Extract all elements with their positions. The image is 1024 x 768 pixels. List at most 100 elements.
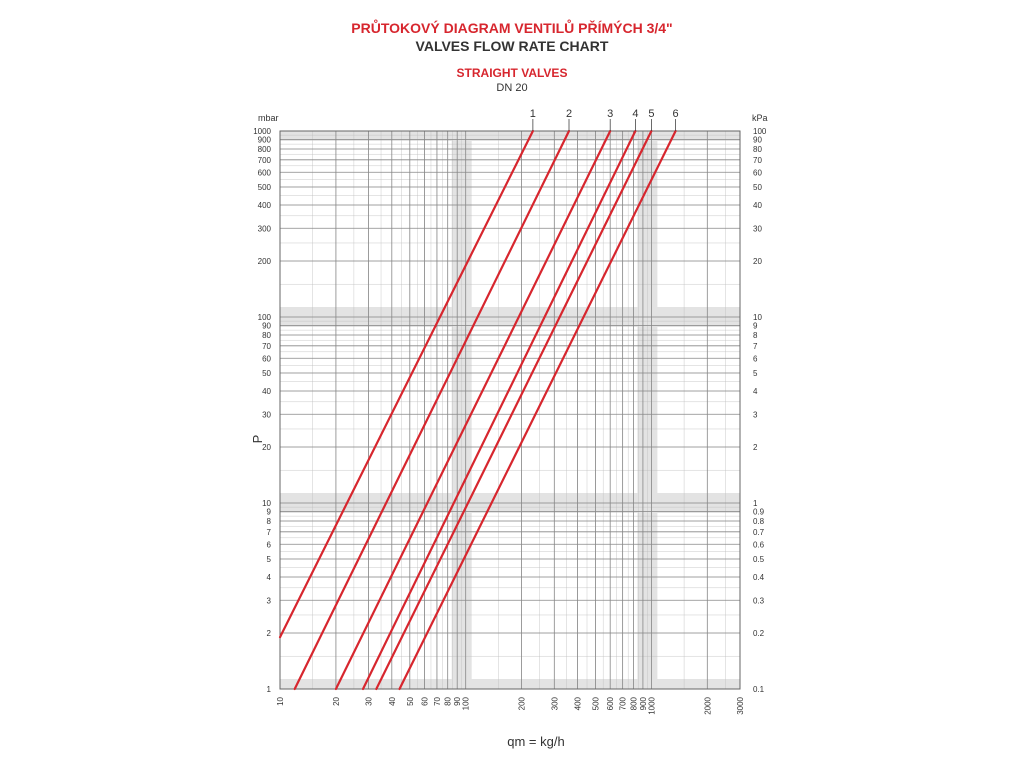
- y-tick-label-left: 80: [262, 331, 271, 340]
- chart-subtitle-dn: DN 20: [496, 82, 528, 94]
- series-line-6: [398, 129, 677, 691]
- y-tick-label-right: 0.8: [753, 517, 765, 526]
- y-tick-label-right: 90: [753, 136, 762, 145]
- y-tick-label-left: 1000: [253, 127, 271, 136]
- y-tick-label-right: 100: [753, 127, 767, 136]
- x-tick-label: 400: [574, 696, 583, 710]
- x-tick-label: 2000: [703, 696, 712, 714]
- y-tick-label-right: 2: [753, 443, 758, 452]
- y-tick-label-right: 0.6: [753, 540, 765, 549]
- y-tick-label-right: 30: [753, 224, 762, 233]
- x-tick-label: 90: [453, 696, 462, 705]
- series-line-2: [293, 129, 571, 691]
- tick-labels: 1234567891020304050607080901002003004005…: [253, 108, 767, 715]
- series-line-4: [361, 129, 637, 691]
- y-tick-label-right: 5: [753, 369, 758, 378]
- y-tick-label-left: 500: [258, 183, 272, 192]
- y-tick-label-right: 7: [753, 342, 758, 351]
- y-tick-label-right: 9: [753, 322, 758, 331]
- y-tick-label-right: 50: [753, 183, 762, 192]
- y-tick-label-left: 9: [267, 508, 272, 517]
- y-tick-label-left: 10: [262, 499, 271, 508]
- y-tick-label-right: 70: [753, 156, 762, 165]
- y-tick-label-left: 5: [267, 555, 272, 564]
- plot-frame: [279, 130, 741, 690]
- y-tick-label-left: 700: [258, 156, 272, 165]
- y-tick-label-left: 60: [262, 354, 271, 363]
- y-tick-label-right: 40: [753, 201, 762, 210]
- chart-title-english: VALVES FLOW RATE CHART: [415, 38, 609, 54]
- y-tick-label-left: 70: [262, 342, 271, 351]
- y-tick-label-left: 30: [262, 410, 271, 419]
- y-tick-label-right: 0.9: [753, 508, 765, 517]
- grid-bands: [280, 131, 740, 689]
- series-label-3: 3: [607, 108, 613, 120]
- y-tick-label-right: 3: [753, 410, 758, 419]
- x-tick-label: 300: [550, 696, 559, 710]
- x-axis-label: qm = kg/h: [507, 734, 564, 749]
- grid-band-horizontal: [280, 131, 740, 141]
- x-tick-label: 40: [388, 696, 397, 705]
- y-tick-label-right: 6: [753, 354, 758, 363]
- series-line-3: [334, 129, 612, 691]
- x-tick-label: 500: [591, 696, 600, 710]
- series-label-5: 5: [648, 108, 654, 120]
- y-unit-right: kPa: [752, 113, 768, 123]
- y-tick-label-left: 40: [262, 387, 271, 396]
- y-tick-label-left: 8: [267, 517, 272, 526]
- x-tick-label: 10: [276, 696, 285, 705]
- y-tick-label-right: 0.4: [753, 573, 765, 582]
- x-tick-label: 200: [518, 696, 527, 710]
- x-tick-label: 80: [444, 696, 453, 705]
- y-tick-label-right: 0.2: [753, 629, 765, 638]
- grid-band-horizontal: [280, 679, 740, 689]
- chart-title: PRŮTOKOVÝ DIAGRAM VENTILŮ PŘÍMÝCH 3/4": [351, 20, 673, 36]
- series-lines: [278, 119, 677, 691]
- y-tick-label-left: 1: [267, 685, 272, 694]
- series-line-5: [375, 129, 653, 691]
- x-tick-label: 100: [462, 696, 471, 710]
- y-tick-label-left: 3: [267, 596, 272, 605]
- y-tick-label-left: 200: [258, 257, 272, 266]
- x-tick-label: 30: [365, 696, 374, 705]
- y-tick-label-right: 0.5: [753, 555, 765, 564]
- y-tick-label-left: 900: [258, 136, 272, 145]
- series-label-6: 6: [673, 108, 679, 120]
- y-tick-label-left: 90: [262, 322, 271, 331]
- y-tick-label-left: 300: [258, 224, 272, 233]
- y-tick-label-left: 600: [258, 168, 272, 177]
- x-tick-label: 900: [639, 696, 648, 710]
- y-tick-label-right: 80: [753, 145, 762, 154]
- y-tick-label-right: 4: [753, 387, 758, 396]
- x-tick-label: 70: [433, 696, 442, 705]
- chart-subtitle-valve-type: STRAIGHT VALVES: [456, 66, 568, 80]
- x-tick-label: 3000: [736, 696, 745, 714]
- y-tick-label-right: 8: [753, 331, 758, 340]
- x-tick-label: 60: [421, 696, 430, 705]
- y-tick-label-right: 0.3: [753, 596, 765, 605]
- y-tick-label-right: 0.7: [753, 528, 765, 537]
- x-tick-label: 20: [332, 696, 341, 705]
- y-tick-label-left: 4: [267, 573, 272, 582]
- y-tick-label-left: 2: [267, 629, 272, 638]
- x-tick-label: 700: [619, 696, 628, 710]
- y-tick-label-right: 1: [753, 499, 758, 508]
- series-label-4: 4: [632, 108, 638, 120]
- y-tick-label-left: 20: [262, 443, 271, 452]
- y-tick-label-left: 7: [267, 528, 272, 537]
- y-tick-label-left: 50: [262, 369, 271, 378]
- y-tick-label-left: 6: [267, 540, 272, 549]
- grid-lines: [279, 130, 741, 690]
- y-tick-label-left: 800: [258, 145, 272, 154]
- y-tick-label-left: 100: [258, 313, 272, 322]
- x-tick-label: 1000: [647, 696, 656, 714]
- y-tick-label-left: 400: [258, 201, 272, 210]
- y-unit-left: mbar: [258, 113, 279, 123]
- y-tick-label-right: 0.1: [753, 685, 765, 694]
- plot-border: [279, 130, 741, 690]
- y-tick-label-right: 60: [753, 168, 762, 177]
- y-tick-label-right: 20: [753, 257, 762, 266]
- series-line-1: [278, 129, 535, 639]
- y-tick-label-right: 10: [753, 313, 762, 322]
